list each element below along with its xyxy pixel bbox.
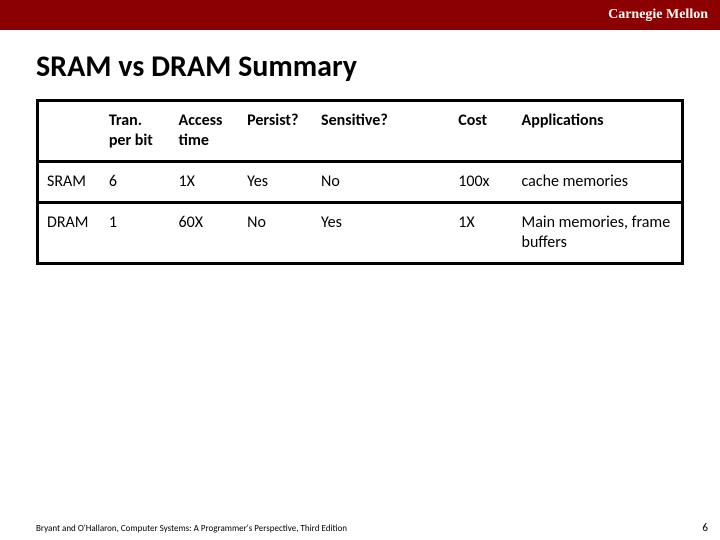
col-header: Cost (450, 101, 513, 162)
footer: Bryant and O'Hallaron, Computer Systems:… (36, 521, 708, 534)
col-header (38, 101, 101, 162)
cell: 100x (450, 162, 513, 203)
page-number: 6 (702, 521, 708, 534)
col-header: Sensitive? (313, 101, 450, 162)
footer-citation: Bryant and O'Hallaron, Computer Systems:… (36, 523, 347, 534)
row-label: DRAM (38, 203, 101, 264)
cell: 1X (171, 162, 240, 203)
cell: 1X (450, 203, 513, 264)
table-row: SRAM 6 1X Yes No 100x cache memories (38, 162, 683, 203)
brand-label: Carnegie Mellon (608, 7, 708, 23)
cell: No (313, 162, 450, 203)
table-header-row: Tran. per bit Access time Persist? Sensi… (38, 101, 683, 162)
cell: 60X (171, 203, 240, 264)
page-title: SRAM vs DRAM Summary (0, 30, 720, 99)
cell: 6 (101, 162, 171, 203)
cell: Yes (313, 203, 450, 264)
cell: 1 (101, 203, 171, 264)
comparison-table-wrap: Tran. per bit Access time Persist? Sensi… (0, 99, 720, 265)
col-header: Persist? (239, 101, 313, 162)
col-header: Tran. per bit (101, 101, 171, 162)
row-label: SRAM (38, 162, 101, 203)
cell: No (239, 203, 313, 264)
cell: Yes (239, 162, 313, 203)
header-bar: Carnegie Mellon (0, 0, 720, 30)
col-header: Access time (171, 101, 240, 162)
table-row: DRAM 1 60X No Yes 1X Main memories, fram… (38, 203, 683, 264)
comparison-table: Tran. per bit Access time Persist? Sensi… (36, 99, 684, 265)
cell: Main memories, frame buffers (514, 203, 683, 264)
cell: cache memories (514, 162, 683, 203)
col-header: Applications (514, 101, 683, 162)
